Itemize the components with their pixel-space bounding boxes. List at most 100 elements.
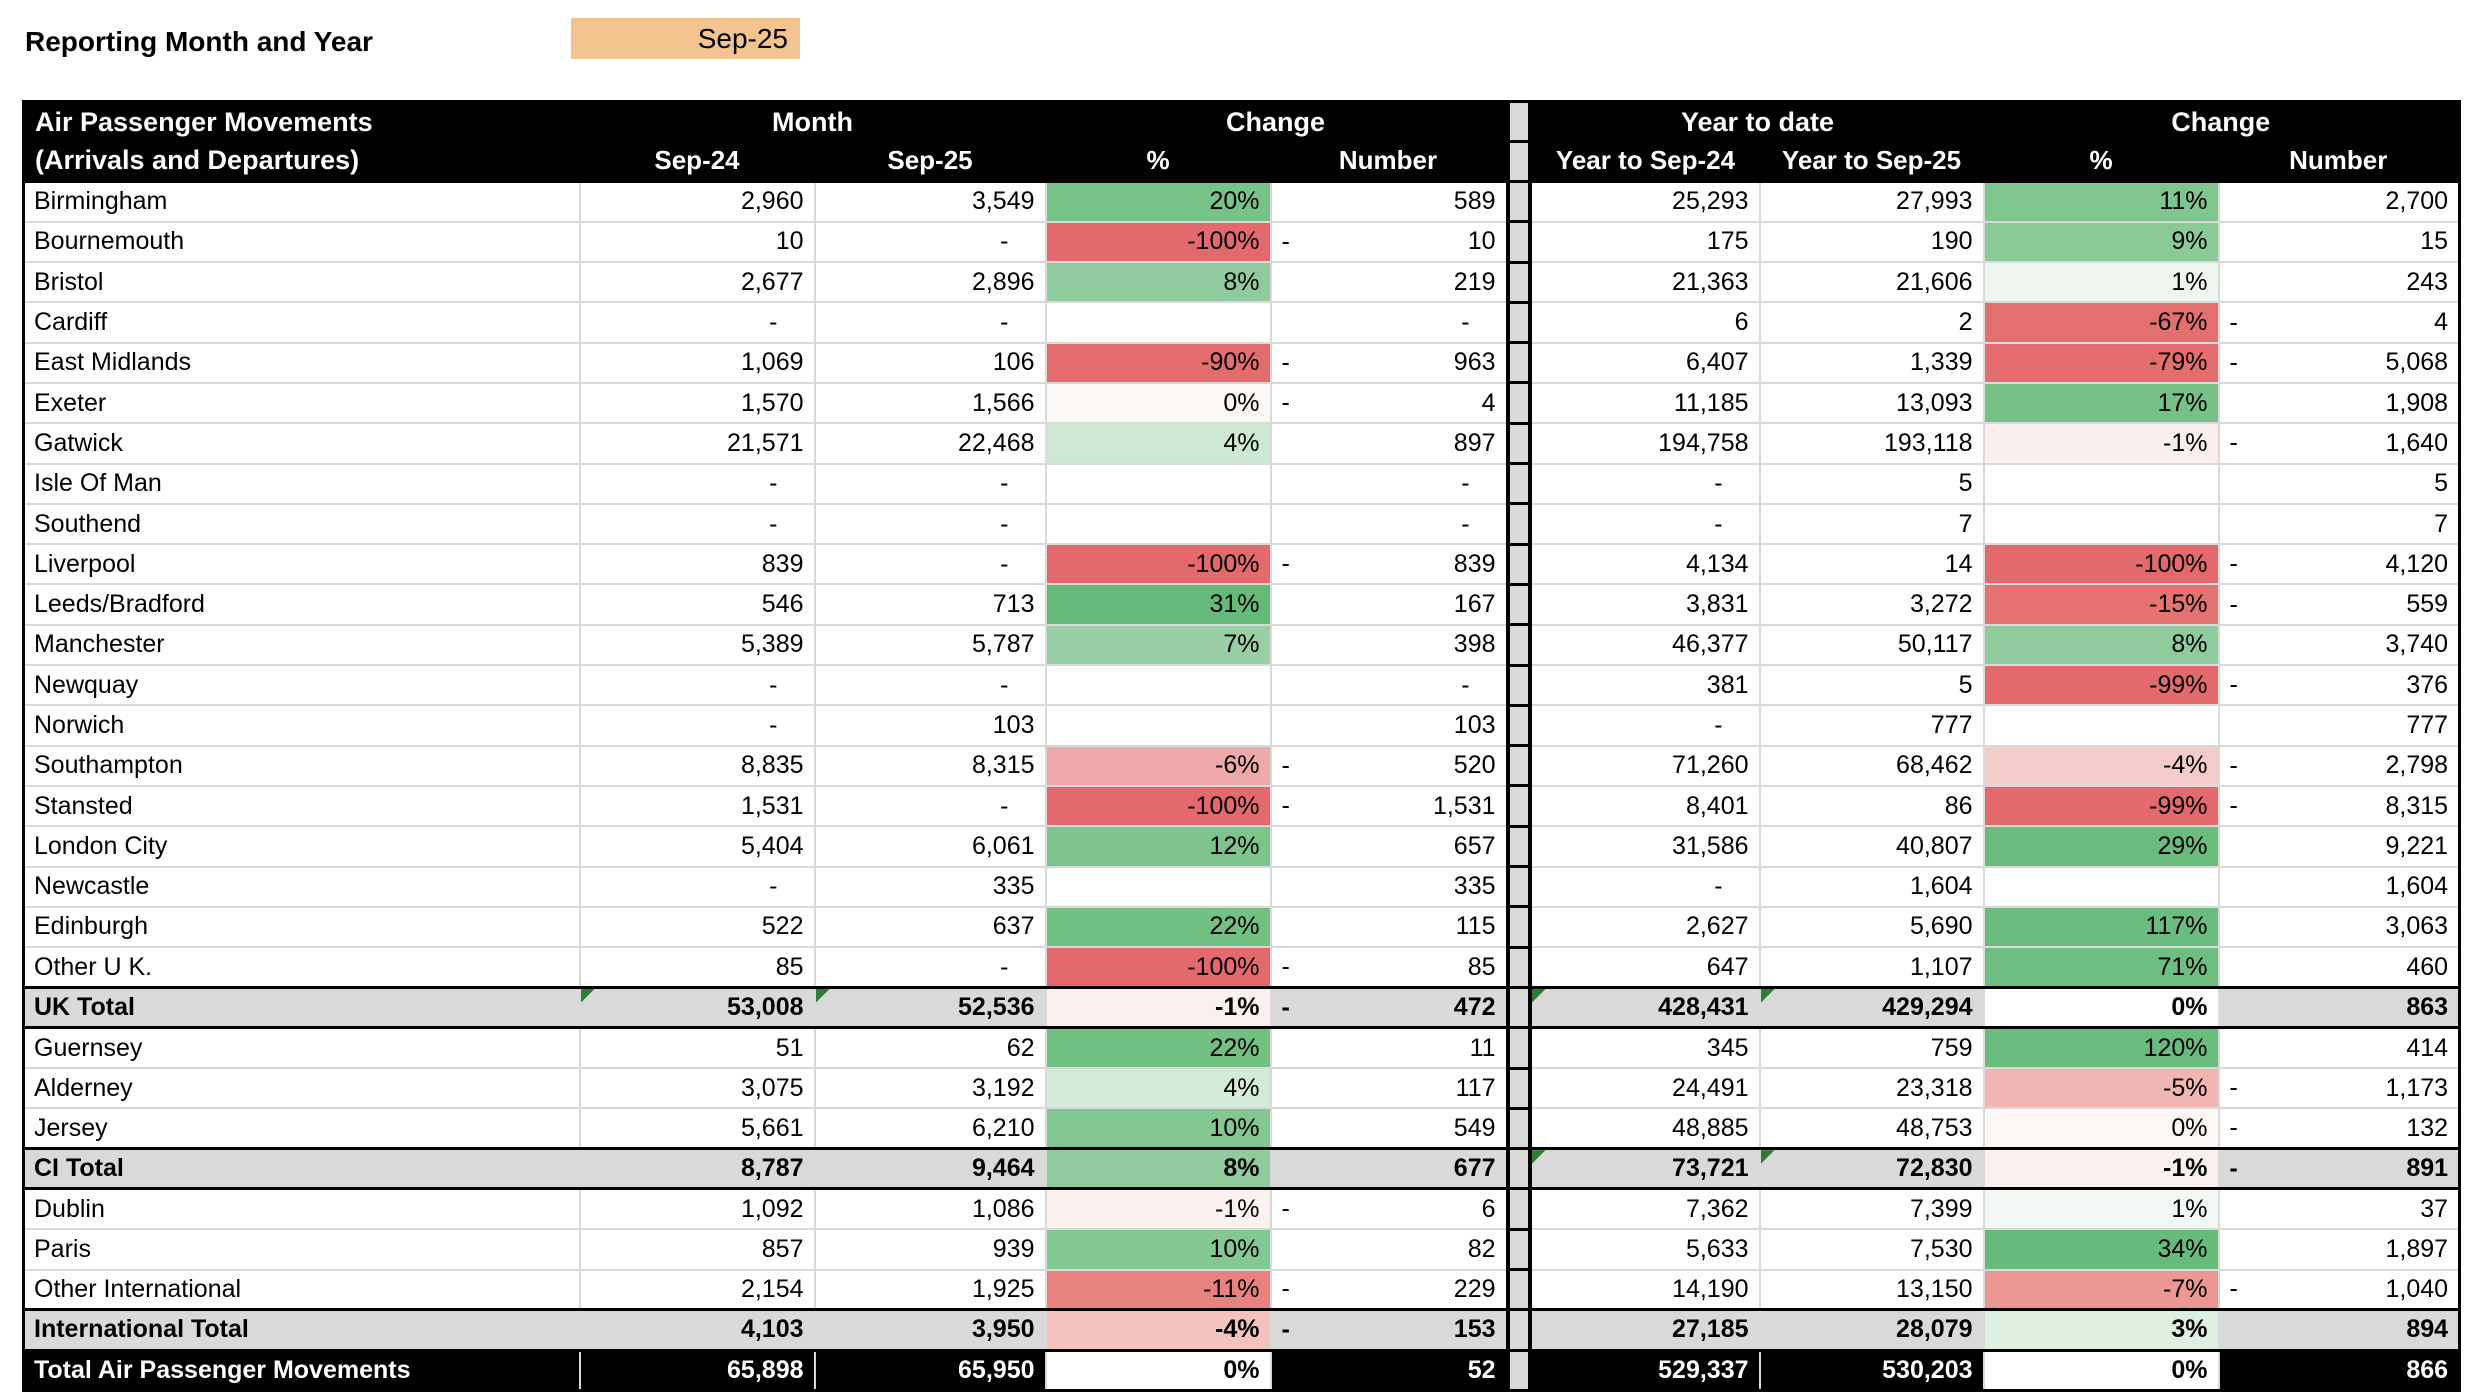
cell-ytd-sep24[interactable]: 381 [1529, 665, 1761, 707]
cell-month-sep25[interactable]: 335 [814, 866, 1047, 908]
separator-cell[interactable] [1505, 544, 1532, 586]
cell-month-change-number[interactable]: 677 [1270, 1147, 1509, 1191]
cell-month-change-number[interactable]: 103 [1270, 705, 1509, 747]
cell-month-change-number[interactable]: - 520 [1270, 745, 1509, 787]
cell-airport-name[interactable]: Bristol [23, 262, 581, 304]
cell-month-change-pct[interactable]: 20% [1045, 181, 1272, 223]
cell-airport-name[interactable]: Guernsey [23, 1027, 581, 1070]
cell-month-sep24[interactable]: 5,404 [579, 826, 816, 868]
cell-month-change-pct[interactable]: -6% [1045, 745, 1272, 787]
cell-month-sep25[interactable]: 1,566 [814, 382, 1047, 425]
cell-ytd-sep25[interactable]: 759 [1759, 1027, 1985, 1070]
cell-ytd-sep24[interactable]: 11,185 [1529, 382, 1761, 425]
cell-month-sep25[interactable]: 3,192 [814, 1068, 1047, 1110]
cell-ytd-sep24[interactable]: 175 [1529, 221, 1761, 264]
cell-ytd-sep25[interactable]: 50,117 [1759, 624, 1985, 667]
separator-cell[interactable] [1505, 705, 1532, 748]
cell-ytd-sep25[interactable]: 86 [1759, 785, 1985, 828]
cell-ytd-sep25[interactable]: 23,318 [1759, 1068, 1985, 1110]
cell-ytd-change-number[interactable]: 777 [2218, 705, 2461, 747]
cell-ytd-change-pct[interactable] [1983, 705, 2220, 747]
cell-airport-name[interactable]: Exeter [23, 382, 581, 425]
cell-month-change-pct[interactable]: -11% [1045, 1269, 1272, 1311]
separator-cell[interactable] [1505, 302, 1532, 345]
cell-ytd-change-pct[interactable]: -15% [1983, 584, 2220, 626]
cell-ytd-sep24[interactable]: 46,377 [1529, 624, 1761, 667]
cell-month-change-number[interactable]: - 10 [1270, 221, 1509, 264]
cell-ytd-sep24[interactable]: 71,260 [1529, 745, 1761, 787]
cell-ytd-change-number[interactable]: 3,063 [2218, 906, 2461, 949]
cell-month-change-pct[interactable] [1045, 665, 1272, 707]
cell-ytd-sep25[interactable]: 21,606 [1759, 262, 1985, 304]
cell-ytd-sep25[interactable]: 429,294 [1759, 985, 1985, 1030]
cell-month-change-number[interactable]: 117 [1270, 1068, 1509, 1110]
cell-ytd-sep24[interactable]: - [1529, 866, 1761, 908]
cell-month-sep24[interactable]: 5,661 [579, 1108, 816, 1150]
cell-ytd-change-pct[interactable]: -79% [1983, 342, 2220, 384]
cell-month-change-number[interactable]: 52 [1270, 1348, 1509, 1392]
cell-ytd-change-pct[interactable]: 71% [1983, 947, 2220, 989]
cell-airport-name[interactable]: UK Total [23, 985, 581, 1030]
cell-month-sep25[interactable]: 939 [814, 1229, 1047, 1271]
cell-month-sep24[interactable]: 21,571 [579, 423, 816, 465]
cell-month-change-number[interactable]: 167 [1270, 584, 1509, 626]
separator-cell[interactable] [1505, 423, 1532, 466]
cell-month-change-pct[interactable]: 10% [1045, 1108, 1272, 1150]
cell-ytd-sep25[interactable]: 27,993 [1759, 181, 1985, 223]
cell-ytd-sep25[interactable]: 1,604 [1759, 866, 1985, 908]
cell-month-change-pct[interactable]: 0% [1045, 382, 1272, 425]
cell-ytd-sep24[interactable]: 4,134 [1529, 544, 1761, 586]
separator-cell[interactable] [1505, 463, 1532, 506]
cell-month-change-pct[interactable]: -90% [1045, 342, 1272, 384]
cell-month-change-number[interactable]: 82 [1270, 1229, 1509, 1271]
cell-ytd-change-number[interactable]: - 891 [2218, 1147, 2461, 1191]
cell-ytd-sep24[interactable]: 73,721 [1529, 1147, 1761, 1191]
cell-month-sep24[interactable]: 1,069 [579, 342, 816, 384]
cell-month-change-number[interactable]: 398 [1270, 624, 1509, 667]
cell-ytd-sep24[interactable]: 8,401 [1529, 785, 1761, 828]
cell-ytd-change-number[interactable]: 460 [2218, 947, 2461, 989]
cell-ytd-change-number[interactable]: 1,897 [2218, 1229, 2461, 1271]
cell-month-sep25[interactable]: 3,950 [814, 1308, 1047, 1352]
cell-ytd-change-number[interactable]: 243 [2218, 262, 2461, 304]
cell-ytd-sep24[interactable]: 25,293 [1529, 181, 1761, 223]
cell-month-sep25[interactable]: - [814, 463, 1047, 505]
cell-ytd-change-number[interactable]: - 1,173 [2218, 1068, 2461, 1110]
cell-month-sep25[interactable]: - [814, 785, 1047, 828]
cell-ytd-sep25[interactable]: 777 [1759, 705, 1985, 747]
cell-ytd-sep25[interactable]: 5 [1759, 463, 1985, 505]
cell-ytd-sep24[interactable]: 14,190 [1529, 1269, 1761, 1311]
cell-month-change-number[interactable]: 11 [1270, 1027, 1509, 1070]
cell-ytd-sep25[interactable]: 40,807 [1759, 826, 1985, 868]
cell-ytd-sep24[interactable]: 7,362 [1529, 1188, 1761, 1231]
cell-ytd-sep25[interactable]: 193,118 [1759, 423, 1985, 465]
cell-month-sep24[interactable]: 522 [579, 906, 816, 949]
cell-ytd-change-number[interactable]: 1,604 [2218, 866, 2461, 908]
cell-month-sep24[interactable]: 85 [579, 947, 816, 989]
cell-ytd-change-number[interactable]: 37 [2218, 1188, 2461, 1231]
cell-month-sep24[interactable]: 2,154 [579, 1269, 816, 1311]
cell-month-sep24[interactable]: 1,531 [579, 785, 816, 828]
separator-cell[interactable] [1505, 382, 1532, 425]
cell-ytd-sep24[interactable]: 529,337 [1529, 1348, 1761, 1392]
cell-ytd-change-number[interactable]: 2,700 [2218, 181, 2461, 223]
separator-cell[interactable] [1505, 906, 1532, 949]
cell-ytd-change-number[interactable]: 414 [2218, 1027, 2461, 1070]
cell-airport-name[interactable]: East Midlands [23, 342, 581, 384]
cell-ytd-change-pct[interactable]: 17% [1983, 382, 2220, 425]
cell-month-sep24[interactable]: 5,389 [579, 624, 816, 667]
cell-month-change-number[interactable]: - [1270, 503, 1509, 546]
cell-ytd-change-pct[interactable]: 0% [1983, 1108, 2220, 1150]
cell-month-sep24[interactable]: 8,835 [579, 745, 816, 787]
cell-month-change-pct[interactable]: 4% [1045, 1068, 1272, 1110]
cell-ytd-change-pct[interactable]: -1% [1983, 1147, 2220, 1191]
cell-month-change-number[interactable]: -4 [1270, 382, 1509, 425]
cell-ytd-change-number[interactable]: 1,908 [2218, 382, 2461, 425]
cell-ytd-sep25[interactable]: 5 [1759, 665, 1985, 707]
cell-month-change-pct[interactable]: 10% [1045, 1229, 1272, 1271]
cell-ytd-sep25[interactable]: 2 [1759, 302, 1985, 344]
cell-month-sep25[interactable]: 2,896 [814, 262, 1047, 304]
separator-cell[interactable] [1505, 584, 1532, 627]
cell-ytd-sep25[interactable]: 7,530 [1759, 1229, 1985, 1271]
cell-ytd-change-pct[interactable]: -100% [1983, 544, 2220, 586]
